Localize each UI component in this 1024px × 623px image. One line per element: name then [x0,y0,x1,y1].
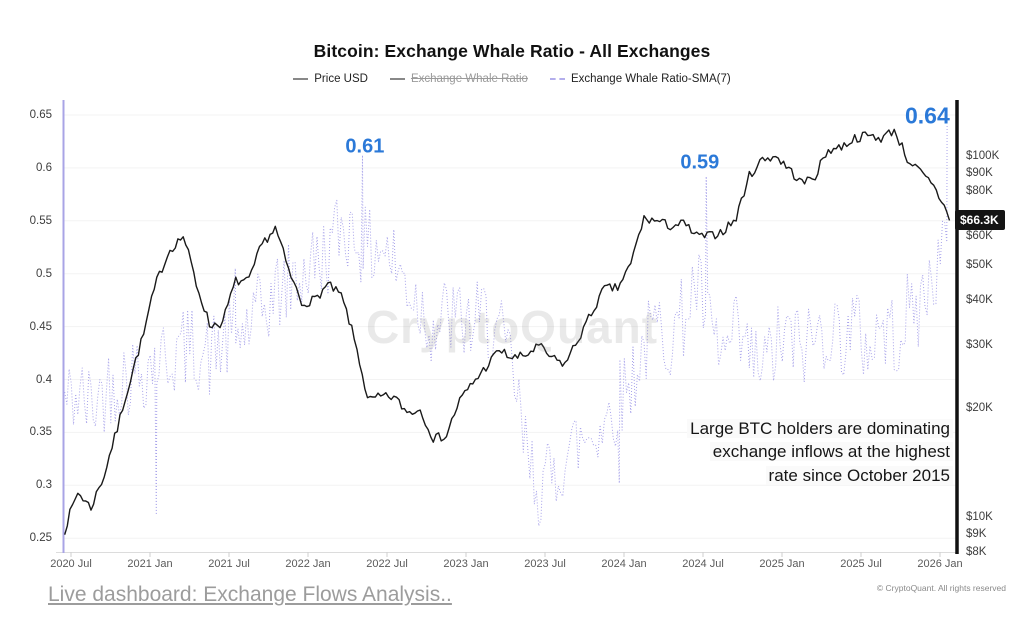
x-axis-tick: 2025 Jul [840,558,882,570]
series-exchange-whale-ratio-sma-7- [64,124,948,527]
live-dashboard-link[interactable]: Live dashboard: Exchange Flows Analysis.… [48,583,452,606]
legend-item-exchange-whale-ratio[interactable]: Exchange Whale Ratio [389,73,528,85]
legend-item-price-usd[interactable]: Price USD [293,73,368,85]
x-axis-tick: 2020 Jul [50,558,92,570]
solid-line-icon [389,78,405,80]
left-axis-tick: 0.35 [29,426,52,439]
right-axis-tick: $50K [966,258,993,271]
solid-line-icon [293,78,309,80]
last-price-badge: $66.3K [955,210,1005,231]
legend-item-whale-ratio-sma7[interactable]: Exchange Whale Ratio-SMA(7) [549,73,731,85]
annotation-line: Large BTC holders are dominating [687,419,953,438]
copyright-text: © CryptoQuant. All rights reserved [876,583,1006,593]
left-axis-tick: 0.45 [29,320,52,333]
right-axis-tick: $10K [966,511,993,523]
dashed-line-icon [549,78,565,80]
left-axis-tick: 0.65 [29,109,52,121]
right-axis-tick: $20K [966,402,993,415]
x-axis-tick: 2024 Jul [682,558,724,570]
annotation-line: rate since October 2015 [765,465,953,485]
left-axis-tick: 0.25 [29,532,52,545]
right-axis-tick: $60K [966,230,993,243]
chart-legend: Price USD Exchange Whale Ratio Exchange … [0,73,1024,85]
left-axis-tick: 0.3 [36,479,52,492]
right-axis-tick: $100K [966,150,1000,162]
right-axis-tick: $40K [966,293,993,306]
annotation-text: Large BTC holders are dominating exchang… [613,417,953,487]
x-axis-tick: 2022 Jan [285,558,331,570]
x-axis-tick: 2024 Jan [601,558,647,570]
x-axis-tick: 2021 Jul [208,558,250,570]
x-axis-tick: 2021 Jan [127,558,173,570]
right-axis-tick: $8K [966,545,987,558]
peak-callout-0.64: 0.64 [904,102,950,129]
left-axis-tick: 0.6 [36,161,52,174]
page-title: Bitcoin: Exchange Whale Ratio - All Exch… [313,41,711,61]
right-axis-tick: $9K [966,527,987,540]
right-axis-tick: $30K [966,338,993,351]
x-axis-tick: 2022 Jul [366,558,408,570]
x-axis-tick: 2026 Jan [917,558,963,570]
x-axis-tick: 2023 Jan [443,558,489,570]
x-axis-tick: 2023 Jul [524,558,566,570]
left-axis-tick: 0.55 [29,214,52,227]
x-axis-tick: 2025 Jan [759,558,805,570]
right-axis-tick: $90K [966,166,993,179]
peak-callout-0.59: 0.59 [680,151,720,174]
left-axis-tick: 0.4 [36,373,52,386]
series-price-usd [64,128,951,535]
left-axis-tick: 0.5 [36,267,52,280]
annotation-line: exchange inflows at the highest [709,442,953,462]
peak-callout-0.61: 0.61 [345,135,385,158]
right-axis-tick: $80K [966,184,993,197]
